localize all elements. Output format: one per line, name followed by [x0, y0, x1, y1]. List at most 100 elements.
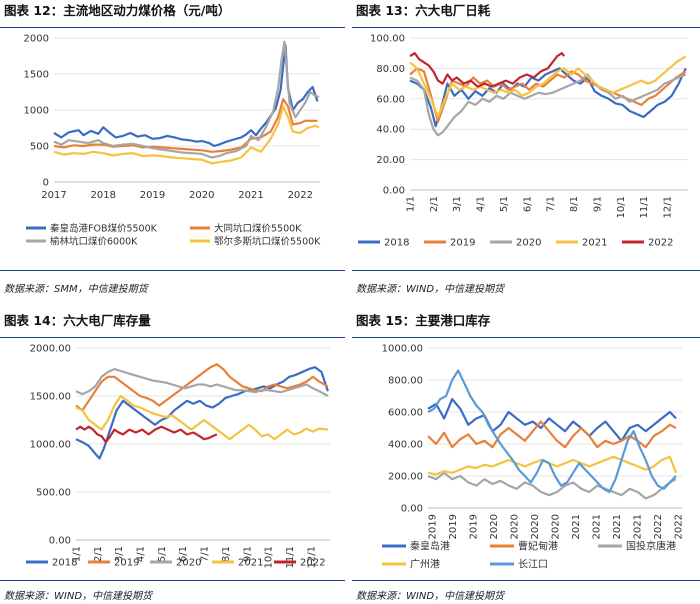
series-line	[75, 368, 329, 397]
x-tick-label: 2020	[189, 190, 214, 201]
legend-label: 2020	[176, 558, 201, 569]
series-line	[53, 105, 320, 165]
x-tick-label: 8/1	[569, 196, 580, 212]
x-tick-label: 4/1	[136, 546, 147, 562]
x-tick-label: 2021	[238, 190, 263, 201]
y-tick-label: 500	[30, 142, 49, 153]
x-tick-label: 5/1	[157, 546, 168, 562]
x-tick-label: 2021	[591, 514, 602, 539]
source-note: 数据来源：WIND，中信建投期货	[4, 591, 153, 602]
x-tick-label: 2/1	[429, 196, 440, 212]
source-note: 数据来源：WIND，中信建投期货	[356, 284, 505, 295]
x-tick-label: 2021	[632, 514, 643, 539]
x-tick-label: 11/1	[639, 196, 650, 218]
title-rule	[0, 337, 345, 338]
y-tick-label: 100.00	[370, 34, 405, 45]
x-tick-label: 1/1	[406, 196, 417, 212]
legend-label: 秦皇岛港FOB煤价5500K	[50, 223, 158, 235]
source-note: 数据来源：WIND，中信建投期货	[356, 591, 505, 602]
series-line	[75, 394, 329, 441]
x-tick-label: 2020	[530, 514, 541, 539]
series-line	[53, 44, 319, 148]
chart-title: 图表 14：六大电厂库存量	[4, 313, 151, 328]
legend-label: 2018	[384, 238, 409, 249]
y-tick-label: 1500	[24, 70, 49, 81]
y-tick-label: 1000.00	[30, 440, 71, 451]
series-line	[427, 471, 677, 500]
y-tick-label: 2000.00	[30, 344, 71, 355]
chart-port-inventory: 0.00 200.00 400.00 600.00 800.00 1000.00 2019 2…	[382, 344, 685, 571]
panel-daily-consumption: 图表 13：六大电厂日耗 0.00 20.00 40.00 60.00 80.00 100…	[352, 0, 700, 300]
x-tick-label: 2022	[673, 514, 684, 539]
x-tick-label: 2019	[468, 514, 479, 539]
series-line	[409, 55, 687, 119]
x-tick-label: 9/1	[242, 546, 253, 562]
y-tick-label: 200.00	[388, 472, 423, 483]
legend-label: 鄂尔多斯坑口煤价5500K	[214, 236, 321, 248]
y-tick-label: 400.00	[388, 440, 423, 451]
x-tick-label: 2017	[41, 190, 66, 201]
x-tick-label: 12/1	[662, 196, 673, 218]
x-tick-label: 9/1	[592, 196, 603, 212]
bottom-rule	[352, 580, 700, 581]
legend-label: 广州港	[410, 559, 440, 571]
y-tick-label: 40.00	[376, 125, 405, 136]
source-note: 数据来源：SMM，中信建投期货	[4, 284, 148, 295]
x-tick-label: 7/1	[200, 546, 211, 562]
x-tick-label: 2019	[428, 514, 439, 539]
series-line	[53, 40, 320, 159]
y-tick-label: 1000	[24, 106, 49, 117]
legend-label: 国投京唐港	[626, 540, 676, 553]
x-tick-label: 5/1	[499, 196, 510, 212]
y-tick-label: 0.00	[401, 504, 423, 515]
legend-label: 2022	[648, 238, 673, 249]
legend-label: 榆林坑口煤价6000K	[50, 236, 138, 248]
y-tick-label: 60.00	[376, 94, 405, 105]
y-tick-label: 1000.00	[382, 344, 423, 355]
chart-coal-price: 0 500 1000 1500 2000 2017 2018 2019 2020 2021 2022…	[24, 34, 322, 248]
x-tick-label: 6/1	[178, 546, 189, 562]
x-tick-label: 1/1	[72, 546, 83, 562]
series-line	[75, 363, 329, 412]
y-tick-label: 2000	[24, 34, 49, 45]
legend-label: 秦皇岛港	[410, 540, 450, 553]
x-tick-label: 2022	[653, 514, 664, 539]
series-line	[427, 369, 677, 494]
bottom-rule	[0, 580, 345, 581]
series-line	[409, 52, 566, 88]
x-tick-label: 2/1	[93, 546, 104, 562]
series-line	[53, 98, 318, 153]
y-tick-label: 0.00	[383, 186, 405, 197]
x-tick-label: 10/1	[616, 196, 627, 218]
chart-daily-consumption: 0.00 20.00 40.00 60.00 80.00 100.00 1/1 2/1 3/1 4…	[358, 34, 688, 249]
series-line	[427, 398, 677, 442]
x-tick-label: 2020	[509, 514, 520, 539]
legend-label: 长江口	[518, 559, 548, 571]
title-rule	[352, 27, 700, 28]
x-tick-label: 2018	[91, 190, 116, 201]
legend-label: 大同坑口煤价5500K	[214, 223, 302, 235]
x-tick-label: 4/1	[476, 196, 487, 212]
legend-label: 2019	[114, 558, 139, 569]
y-tick-label: 1500.00	[30, 392, 71, 403]
legend-label: 2021	[238, 558, 263, 569]
series-line	[75, 366, 329, 460]
legend-label: 2020	[516, 238, 541, 249]
y-tick-label: 20.00	[376, 155, 405, 166]
x-tick-label: 2019	[140, 190, 165, 201]
x-tick-label: 2021	[612, 514, 623, 539]
x-tick-label: 7/1	[546, 196, 557, 212]
series-line	[409, 67, 687, 128]
series-line	[75, 425, 218, 444]
x-tick-label: 10/1	[264, 546, 275, 568]
y-tick-label: 500.00	[36, 488, 71, 499]
series-line	[409, 73, 687, 137]
x-tick-label: 11/1	[285, 546, 296, 568]
chart-title: 图表 13：六大电厂日耗	[356, 3, 491, 18]
x-tick-label: 2020	[550, 514, 561, 539]
x-tick-label: 6/1	[522, 196, 533, 212]
y-tick-label: 0.00	[49, 536, 71, 547]
title-rule	[352, 337, 700, 338]
chart-plant-inventory: 0.00 500.00 1000.00 1500.00 2000.00 1/1 2/1 3/1…	[26, 344, 330, 569]
x-tick-label: 3/1	[114, 546, 125, 562]
